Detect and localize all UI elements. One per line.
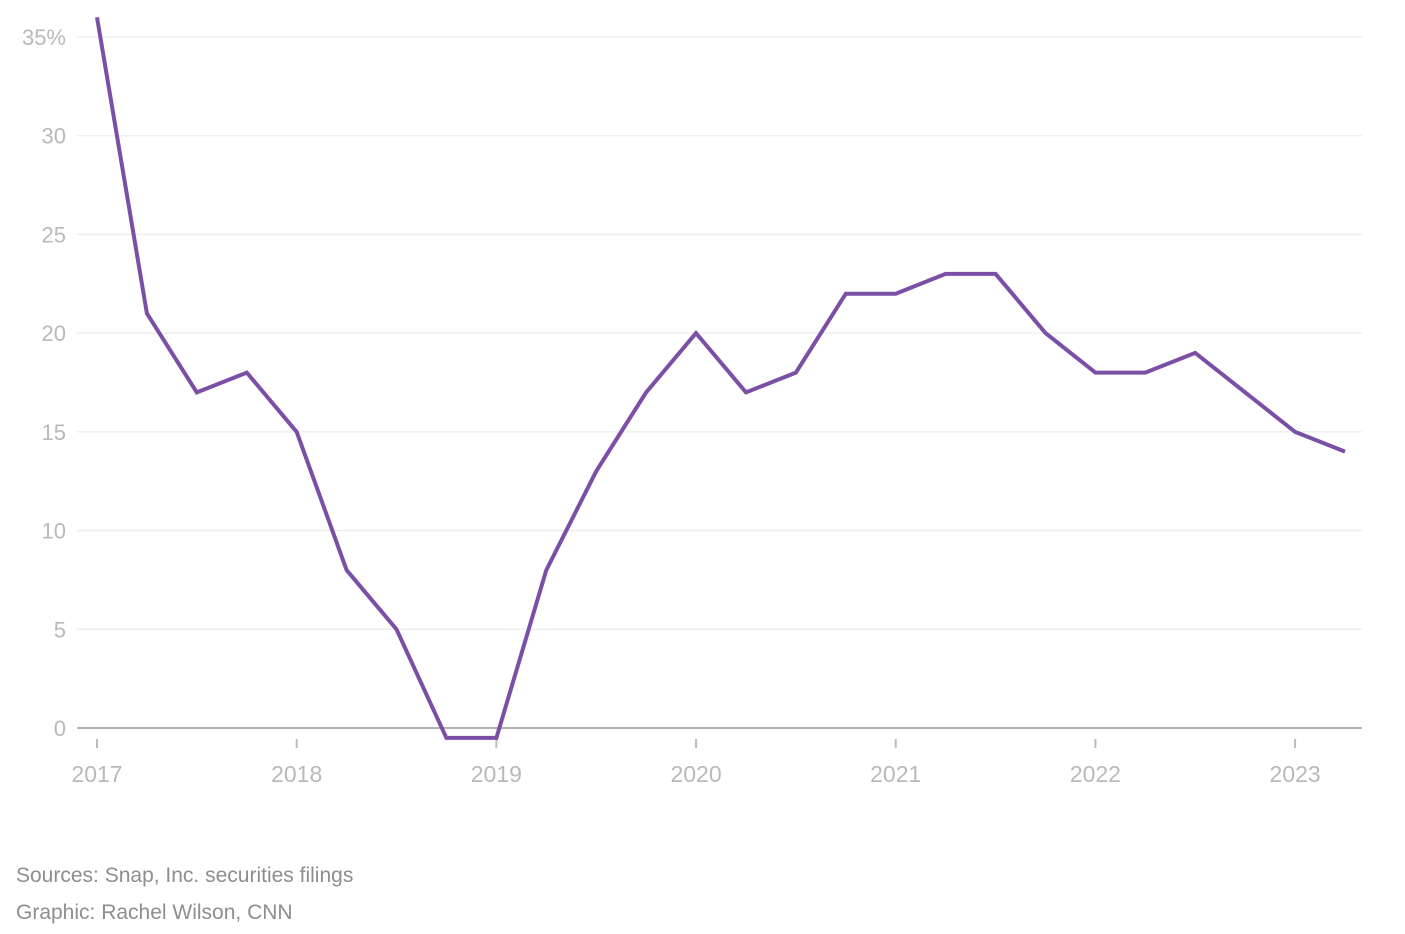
y-axis-label: 0: [54, 716, 66, 741]
chart-footer: Sources: Snap, Inc. securities filings G…: [16, 857, 353, 931]
x-axis-label: 2023: [1269, 761, 1320, 787]
y-axis-label: 25: [42, 222, 66, 247]
credit-text: Graphic: Rachel Wilson, CNN: [16, 901, 293, 924]
sources-text: Sources: Snap, Inc. securities filings: [16, 864, 354, 887]
y-axis-label: 20: [42, 321, 66, 346]
x-axis-label: 2022: [1070, 761, 1121, 787]
y-axis-label: 30: [42, 124, 66, 149]
x-axis-label: 2019: [471, 761, 522, 787]
y-axis-label: 10: [42, 519, 66, 544]
x-axis-label: 2020: [670, 761, 721, 787]
y-axis-label: 35%: [22, 25, 66, 50]
x-axis-label: 2018: [271, 761, 322, 787]
y-axis-label: 5: [54, 617, 66, 642]
x-axis-label: 2017: [71, 761, 122, 787]
y-axis-label: 15: [42, 420, 66, 445]
data-line: [95, 16, 1346, 740]
x-axis-label: 2021: [870, 761, 921, 787]
